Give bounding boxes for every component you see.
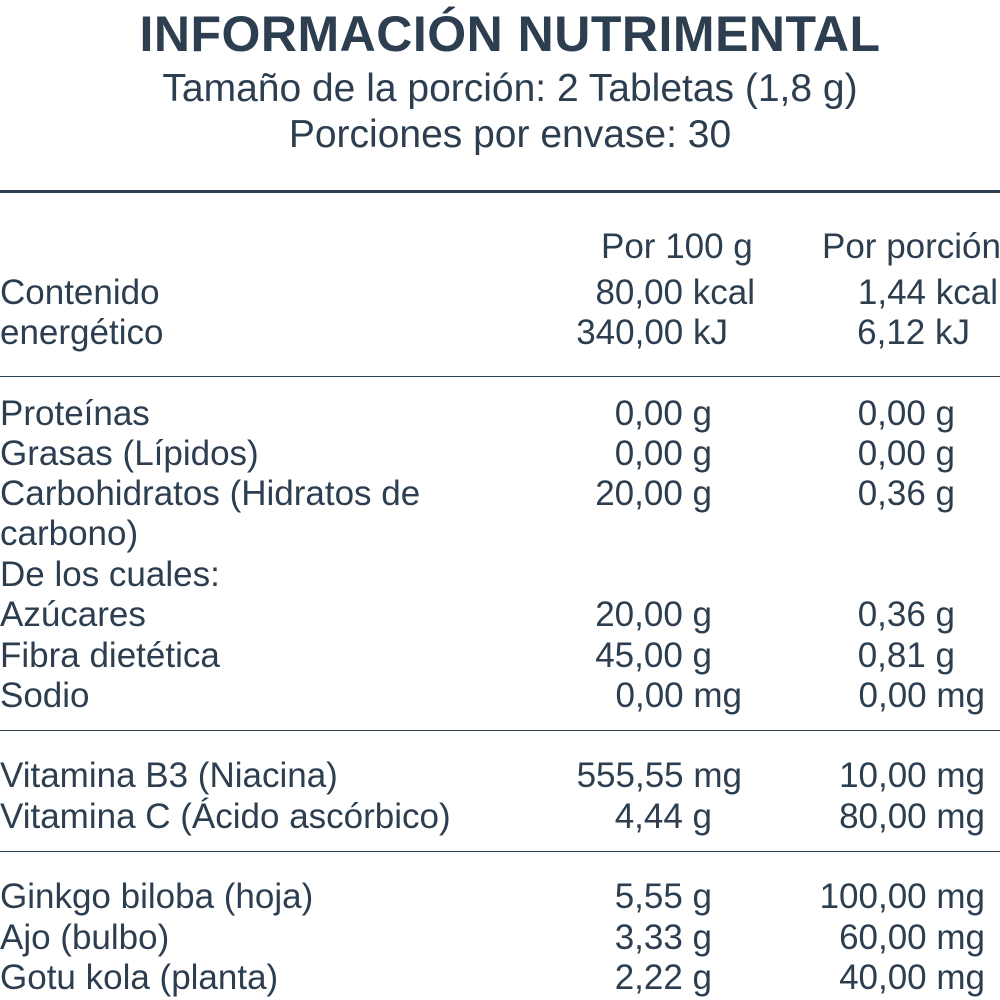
energy-kcal-per-100g: 80,00 kcal [595, 273, 755, 312]
table-row: Vitamina B3 (Niacina) 555,55 mg 10,00 mg [0, 756, 1000, 796]
energy-row-kcal: Contenido 80,00 kcal 1,44 kcal [0, 273, 1000, 313]
energy-row-kj: energético 340,00 kJ 6,12 kJ [0, 313, 1000, 353]
nutrient-label: De los cuales: [0, 555, 220, 594]
column-header-row: Por 100 g Por porción [0, 227, 1000, 267]
value-per-serving: 10,00 mg [839, 756, 985, 795]
energy-kcal-per-serving: 1,44 kcal [857, 273, 998, 312]
table-row: Azúcares 20,00 g 0,36 g [0, 595, 1000, 635]
value-per-100g: 0,00 g [614, 434, 712, 473]
table-row: De los cuales: [0, 555, 1000, 595]
value-per-100g: 5,55 g [614, 877, 712, 916]
table-row: Grasas (Lípidos) 0,00 g 0,00 g [0, 434, 1000, 474]
value-per-serving: 60,00 mg [839, 918, 985, 957]
servings-per-container: Porciones por envase: 30 [288, 113, 732, 156]
panel-title: INFORMACIÓN NUTRIMENTAL [139, 6, 881, 62]
section-divider [0, 730, 1000, 731]
table-row: Sodio 0,00 mg 0,00 mg [0, 676, 1000, 716]
botanical-label: Gotu kola (planta) [0, 958, 279, 997]
nutrient-label: Grasas (Lípidos) [0, 434, 259, 473]
value-per-serving: 0,00 g [857, 434, 955, 473]
table-row: Ginkgo biloba (hoja) 5,55 g 100,00 mg [0, 877, 1000, 917]
table-row: Carbohidratos (Hidratos de 20,00 g 0,36 … [0, 474, 1000, 514]
table-row: carbono) [0, 514, 1000, 554]
nutrient-label: Fibra dietética [0, 636, 220, 675]
value-per-serving: 80,00 mg [839, 797, 985, 836]
nutrient-label: Azúcares [0, 595, 146, 634]
vitamin-label: Vitamina C (Ácido ascórbico) [0, 797, 451, 836]
value-per-100g: 555,55 mg [576, 756, 742, 795]
nutrient-label: carbono) [0, 514, 139, 553]
nutrient-label: Proteínas [0, 394, 150, 433]
table-row: Gotu kola (planta) 2,22 g 40,00 mg [0, 958, 1000, 998]
nutrient-label: Carbohidratos (Hidratos de [0, 474, 421, 513]
value-per-serving: 100,00 mg [819, 877, 985, 916]
value-per-100g: 20,00 g [595, 595, 712, 634]
botanical-label: Ajo (bulbo) [0, 918, 170, 957]
section-divider [0, 376, 1000, 377]
table-row: Ajo (bulbo) 3,33 g 60,00 mg [0, 918, 1000, 958]
energy-kj-per-100g: 340,00 kJ [576, 313, 728, 352]
column-header-per-100g: Por 100 g [601, 227, 753, 266]
table-row: Vitamina C (Ácido ascórbico) 4,44 g 80,0… [0, 797, 1000, 837]
vitamin-label: Vitamina B3 (Niacina) [0, 756, 338, 795]
value-per-serving: 0,36 g [857, 474, 955, 513]
column-header-per-serving: Por porción [822, 227, 1000, 266]
table-row: Fibra dietética 45,00 g 0,81 g [0, 636, 1000, 676]
value-per-100g: 20,00 g [595, 474, 712, 513]
value-per-serving: 0,81 g [857, 636, 955, 675]
value-per-100g: 0,00 g [614, 394, 712, 433]
energy-kj-per-serving: 6,12 kJ [857, 313, 970, 352]
value-per-serving: 0,00 g [857, 394, 955, 433]
energy-label-line2: energético [0, 313, 164, 352]
header-divider [0, 190, 1000, 193]
value-per-serving: 40,00 mg [839, 958, 985, 997]
botanical-label: Ginkgo biloba (hoja) [0, 877, 314, 916]
table-row: Proteínas 0,00 g 0,00 g [0, 394, 1000, 434]
value-per-100g: 45,00 g [595, 636, 712, 675]
value-per-serving: 0,00 mg [858, 676, 985, 715]
value-per-100g: 2,22 g [614, 958, 712, 997]
value-per-100g: 0,00 mg [615, 676, 742, 715]
energy-label: Contenido [0, 273, 160, 312]
value-per-100g: 4,44 g [614, 797, 712, 836]
section-divider [0, 851, 1000, 852]
nutrient-label: Sodio [0, 676, 90, 715]
value-per-100g: 3,33 g [614, 918, 712, 957]
value-per-serving: 0,36 g [857, 595, 955, 634]
serving-size: Tamaño de la porción: 2 Tabletas (1,8 g) [162, 67, 858, 110]
